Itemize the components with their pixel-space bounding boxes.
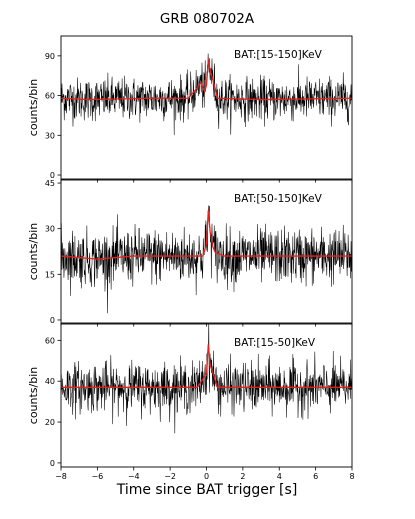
panel-2: 0 15 30 45 counts/bin BAT:[50-150]KeV	[27, 179, 353, 327]
y-tick-label: 20	[45, 418, 55, 427]
y-tick-label: 60	[45, 92, 55, 101]
light-curve-series	[61, 205, 352, 314]
y-tick-label: 0	[50, 316, 55, 325]
light-curve-series	[61, 324, 352, 434]
fit-curve-series	[61, 59, 352, 101]
y-tick-label: 30	[45, 225, 55, 234]
y-axis-title: counts/bin	[27, 223, 40, 281]
y-tick-label: 40	[45, 377, 55, 386]
panel-energy-label: BAT:[15-150]KeV	[234, 49, 323, 61]
y-tick-label: 45	[45, 179, 55, 188]
x-tick-label: 2	[240, 472, 245, 481]
y-axis-title: counts/bin	[27, 79, 40, 137]
fit-curve-series	[61, 210, 352, 260]
x-tick-label: 0	[204, 472, 209, 481]
y-tick-label: 30	[45, 131, 55, 140]
y-axis-title: counts/bin	[27, 367, 40, 425]
x-tick-label: −8	[55, 472, 67, 481]
fit-curve-series	[61, 344, 352, 388]
x-tick-label: −6	[91, 472, 103, 481]
panel-energy-label: BAT:[15-50]KeV	[234, 337, 316, 349]
y-tick-label: 90	[45, 52, 55, 61]
panel-energy-label: BAT:[50-150]KeV	[234, 193, 323, 205]
x-tick-label: 8	[349, 472, 354, 481]
light-curve-series	[61, 53, 352, 136]
y-tick-label: 15	[45, 270, 55, 279]
figure-title: GRB 080702A	[160, 11, 255, 27]
x-tick-label: −2	[164, 472, 176, 481]
panel-3: 0 20 40 60 −8 −6 −4 −2 0 2 4 6 8 counts/bin BAT:[15-50…	[27, 323, 355, 481]
x-tick-label: 4	[277, 472, 282, 481]
y-tick-label: 0	[50, 171, 55, 180]
panels-group: 0306090counts/binBAT:[15-150]KeV0153045c…	[27, 35, 355, 481]
panel-1: 0 30 60 90 counts/bin BAT:[15-150]KeV	[27, 35, 353, 183]
y-tick-label: 0	[50, 459, 55, 468]
x-axis-title: Time since BAT trigger [s]	[116, 482, 298, 498]
x-tick-label: −4	[128, 472, 140, 481]
y-tick-label: 60	[45, 336, 55, 345]
x-tick-label: 6	[313, 472, 318, 481]
